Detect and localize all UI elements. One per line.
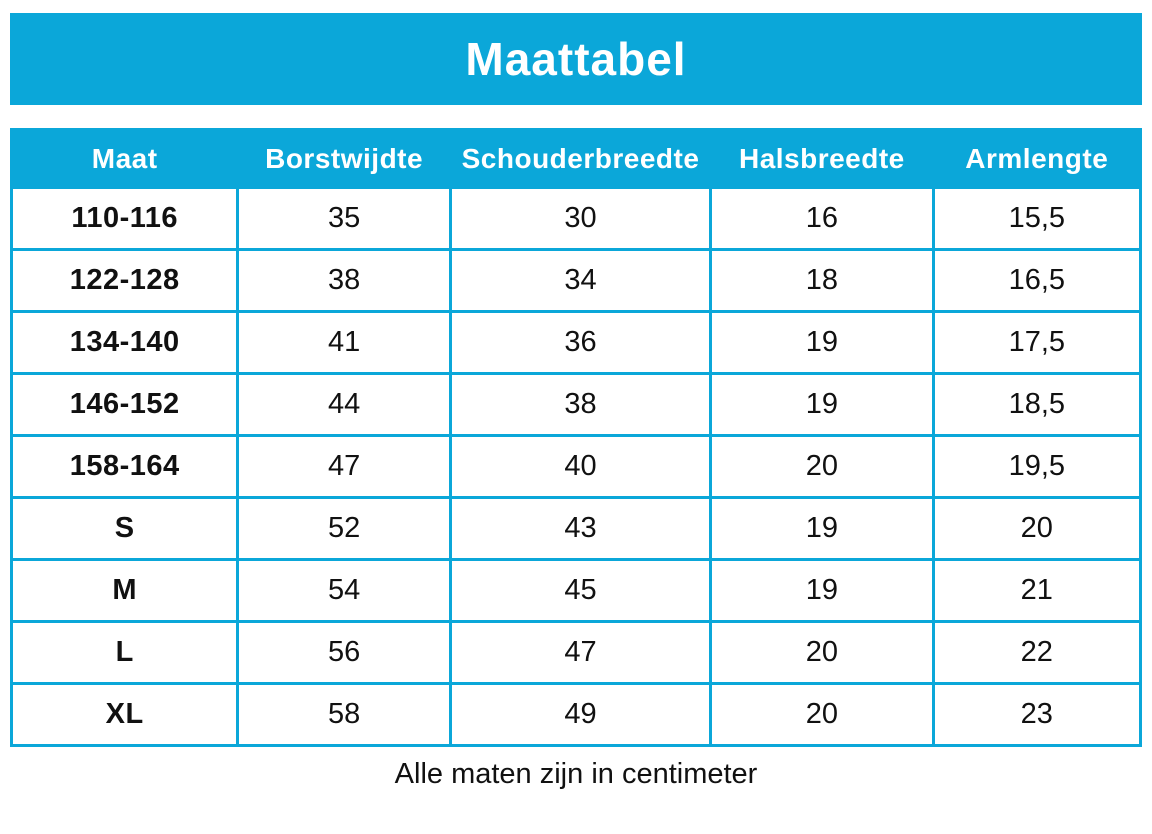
cell-maat: 110-116: [9, 186, 240, 251]
cell-maat: S: [9, 496, 240, 561]
table-header-row: Maat Borstwijdte Schouderbreedte Halsbre…: [9, 128, 1143, 189]
cell-schouderbreedte: 47: [448, 620, 713, 685]
table-row: L 56 47 20 22: [9, 620, 1143, 685]
cell-armlengte: 21: [931, 558, 1143, 623]
column-header-schouderbreedte: Schouderbreedte: [448, 128, 713, 189]
cell-borstwijdte: 52: [236, 496, 452, 561]
table-row: 146-152 44 38 19 18,5: [9, 372, 1143, 437]
cell-armlengte: 20: [931, 496, 1143, 561]
cell-halsbreedte: 20: [709, 434, 935, 499]
table-row: XL 58 49 20 23: [9, 682, 1143, 747]
column-header-halsbreedte: Halsbreedte: [709, 128, 935, 189]
cell-maat: 122-128: [9, 248, 240, 313]
column-header-maat: Maat: [9, 128, 240, 189]
cell-armlengte: 18,5: [931, 372, 1143, 437]
cell-armlengte: 19,5: [931, 434, 1143, 499]
cell-maat: 134-140: [9, 310, 240, 375]
cell-schouderbreedte: 40: [448, 434, 713, 499]
cell-schouderbreedte: 34: [448, 248, 713, 313]
table-row: 110-116 35 30 16 15,5: [9, 186, 1143, 251]
cell-borstwijdte: 44: [236, 372, 452, 437]
cell-schouderbreedte: 36: [448, 310, 713, 375]
cell-halsbreedte: 19: [709, 558, 935, 623]
cell-borstwijdte: 38: [236, 248, 452, 313]
cell-schouderbreedte: 38: [448, 372, 713, 437]
cell-borstwijdte: 58: [236, 682, 452, 747]
cell-maat: L: [9, 620, 240, 685]
cell-schouderbreedte: 30: [448, 186, 713, 251]
title-banner: Maattabel: [10, 13, 1142, 105]
cell-borstwijdte: 47: [236, 434, 452, 499]
cell-schouderbreedte: 43: [448, 496, 713, 561]
column-header-borstwijdte: Borstwijdte: [236, 128, 452, 189]
table-row: 158-164 47 40 20 19,5: [9, 434, 1143, 499]
cell-halsbreedte: 19: [709, 372, 935, 437]
cell-armlengte: 15,5: [931, 186, 1143, 251]
cell-armlengte: 23: [931, 682, 1143, 747]
column-header-armlengte: Armlengte: [931, 128, 1143, 189]
table-row: S 52 43 19 20: [9, 496, 1143, 561]
table-row: 134-140 41 36 19 17,5: [9, 310, 1143, 375]
cell-borstwijdte: 41: [236, 310, 452, 375]
table-row: M 54 45 19 21: [9, 558, 1143, 623]
cell-schouderbreedte: 49: [448, 682, 713, 747]
cell-borstwijdte: 54: [236, 558, 452, 623]
cell-armlengte: 16,5: [931, 248, 1143, 313]
units-note: Alle maten zijn in centimeter: [394, 758, 758, 790]
cell-maat: 158-164: [9, 434, 240, 499]
cell-schouderbreedte: 45: [448, 558, 713, 623]
cell-halsbreedte: 16: [709, 186, 935, 251]
cell-halsbreedte: 20: [709, 682, 935, 747]
cell-armlengte: 22: [931, 620, 1143, 685]
cell-borstwijdte: 56: [236, 620, 452, 685]
cell-halsbreedte: 20: [709, 620, 935, 685]
cell-borstwijdte: 35: [236, 186, 452, 251]
cell-maat: 146-152: [9, 372, 240, 437]
cell-maat: M: [9, 558, 240, 623]
size-table: Maat Borstwijdte Schouderbreedte Halsbre…: [9, 128, 1143, 747]
page-title: Maattabel: [465, 33, 687, 85]
cell-halsbreedte: 19: [709, 496, 935, 561]
cell-armlengte: 17,5: [931, 310, 1143, 375]
cell-halsbreedte: 19: [709, 310, 935, 375]
cell-maat: XL: [9, 682, 240, 747]
cell-halsbreedte: 18: [709, 248, 935, 313]
table-row: 122-128 38 34 18 16,5: [9, 248, 1143, 313]
